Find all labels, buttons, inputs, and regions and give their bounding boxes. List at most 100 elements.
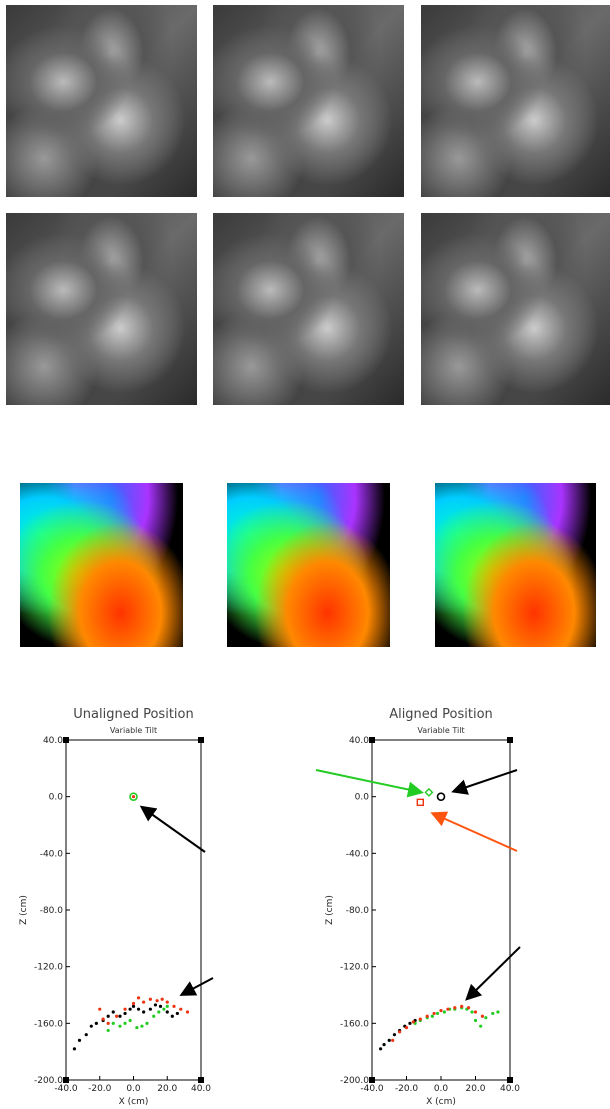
photo [6,5,197,197]
point [186,1010,189,1013]
point [470,1010,473,1013]
depth-map [6,469,197,661]
plots: Unaligned Position Variable Tilt 40.0 0.0 -4… [0,689,610,1109]
x-tick-label: 0.0 [126,1084,141,1094]
photo [213,213,404,405]
point [379,1047,382,1050]
point [137,996,140,999]
point [90,1025,93,1028]
point [112,1022,115,1025]
point [172,1005,175,1008]
y-tick-label: -160.0 [340,1019,369,1029]
point [393,1033,396,1036]
point [129,1019,132,1022]
point [166,1005,169,1008]
point [417,799,423,805]
x-tick-label: -40.0 [54,1084,78,1094]
arrow [183,978,213,994]
y-tick-label: -80.0 [346,906,370,916]
point [474,1019,477,1022]
point [107,1022,110,1025]
y-axis-label: Z (cm) [19,895,29,925]
depth-map [421,469,610,661]
point [132,1002,135,1005]
point [135,1026,138,1029]
point [496,1010,499,1013]
point [460,1005,463,1008]
y-tick-label: 0.0 [49,793,64,803]
arrow [434,814,517,851]
point [145,1022,148,1025]
point [479,1025,482,1028]
x-tick-label: 20.0 [465,1084,485,1094]
y-tick-label: -40.0 [346,849,370,859]
point [412,1020,415,1023]
x-tick-label: 20.0 [157,1084,177,1094]
corner [507,737,513,743]
point [443,1010,446,1013]
plot-frame [372,740,510,1080]
photo [213,5,404,197]
x-axis-label: X (cm) [426,1097,456,1107]
point [161,998,164,1001]
point [149,998,152,1001]
point [118,1015,121,1018]
y-tick-label: 0.0 [355,793,370,803]
point [137,1008,140,1011]
point [484,1016,487,1019]
point [118,1025,121,1028]
point [123,1008,126,1011]
point [115,1015,118,1018]
point [132,795,135,798]
point [123,1012,126,1015]
arrows [143,770,520,998]
point [95,1022,98,1025]
point [157,1010,160,1013]
point [102,1017,105,1020]
x-tick-label: -20.0 [395,1084,419,1094]
point [140,1025,143,1028]
point [107,1015,110,1018]
point [107,1029,110,1032]
point [142,1000,145,1003]
point [132,1005,135,1008]
point [123,1022,126,1025]
point [382,1043,385,1046]
x-tick-label: 0.0 [434,1084,449,1094]
point [85,1033,88,1036]
y-tick-label: 40.0 [349,736,369,746]
point [154,1003,157,1006]
point [129,1008,132,1011]
arrow [316,770,420,792]
point [112,1010,115,1013]
point [453,1006,456,1009]
photo [6,213,197,405]
point [408,1022,411,1025]
point [156,999,159,1002]
point [405,1026,408,1029]
x-tick-label: -40.0 [360,1084,384,1094]
point [439,1009,442,1012]
point [391,1039,394,1042]
point [388,1039,391,1042]
plot-frame [66,740,201,1080]
chart-title: Unaligned Position [73,707,193,722]
point [179,1008,182,1011]
corner [198,737,204,743]
point [73,1047,76,1050]
point [481,1015,484,1018]
point [467,1006,470,1009]
x-tick-label: 40.0 [191,1084,211,1094]
y-tick-label: -120.0 [34,963,63,973]
point [166,1000,169,1003]
point [436,1012,439,1015]
chart-subtitle: Variable Tilt [110,726,157,735]
arrow [468,947,520,998]
chart-subtitle: Variable Tilt [417,726,464,735]
point [491,1012,494,1015]
point [446,1008,449,1011]
point [171,1015,174,1018]
point [152,1015,155,1018]
point [78,1039,81,1042]
point [98,1008,101,1011]
